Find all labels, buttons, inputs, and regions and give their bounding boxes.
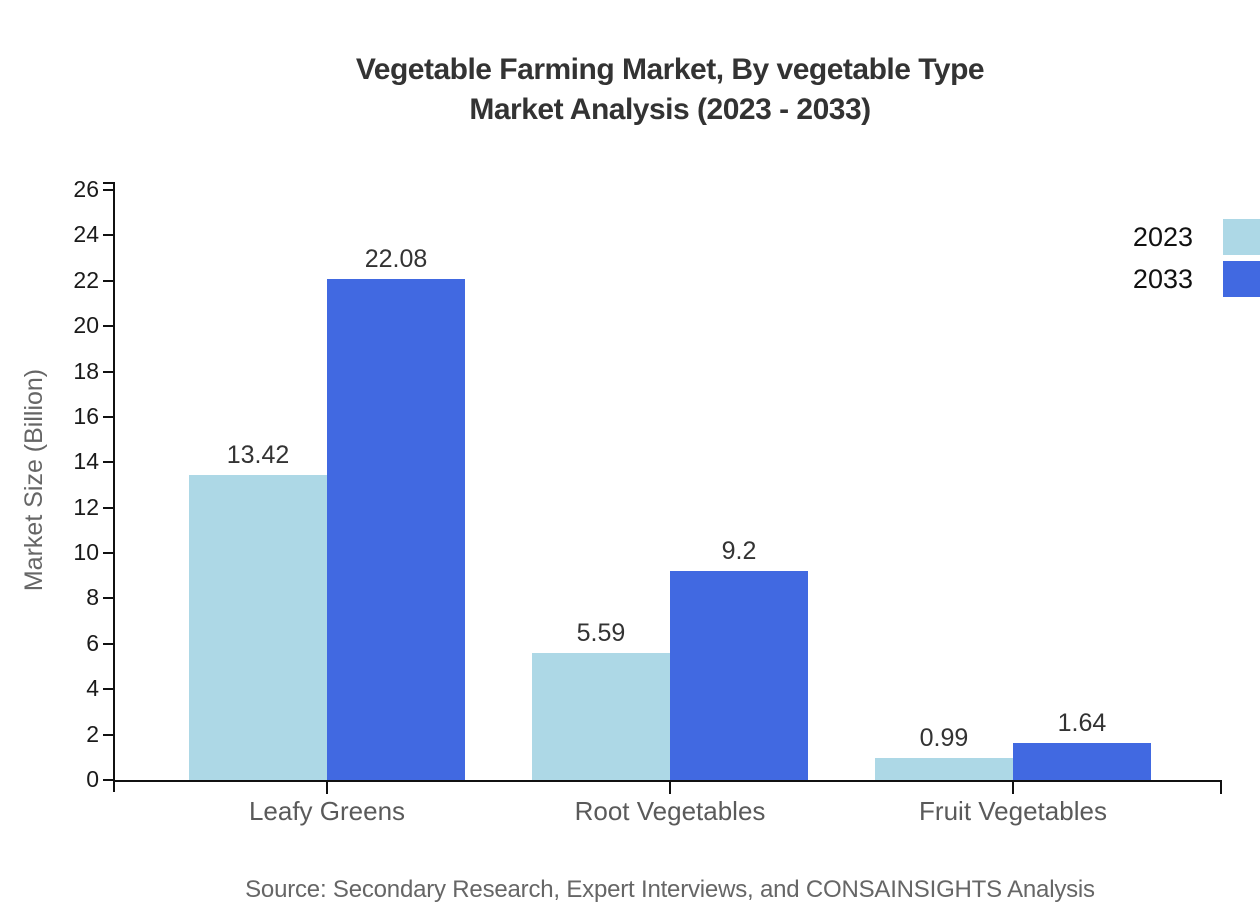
y-tick: [103, 415, 113, 418]
bar-value-label: 1.64: [1057, 709, 1107, 737]
y-tick-label: 6: [86, 629, 99, 656]
y-axis-end-tick: [103, 182, 113, 184]
y-tick: [103, 597, 113, 600]
bar-2023-fruit-vegetables: [875, 758, 1013, 780]
legend-swatch: [1223, 261, 1260, 297]
y-axis-title: Market Size (Billion): [20, 368, 48, 592]
bar-2033-leafy-greens: [327, 279, 465, 780]
y-tick: [103, 552, 113, 555]
chart-title-line-2: Market Analysis (2023 - 2033): [469, 93, 871, 126]
y-tick-label: 20: [73, 312, 99, 339]
y-tick: [103, 370, 113, 373]
y-tick: [103, 279, 113, 282]
legend-label: 2023: [1132, 222, 1193, 252]
y-axis-line: [113, 182, 115, 792]
y-tick-label: 22: [73, 266, 99, 293]
legend-item-2033: 2033: [1100, 261, 1260, 297]
bar-2033-root-vegetables: [670, 571, 808, 780]
y-tick-label: 2: [86, 720, 99, 747]
bar-value-label: 0.99: [919, 724, 969, 752]
bar-value-label: 9.2: [721, 537, 757, 565]
bar-2023-leafy-greens: [189, 475, 327, 780]
y-tick-label: 8: [86, 584, 99, 611]
bar-value-label: 13.42: [226, 441, 290, 469]
y-tick-label: 26: [73, 176, 99, 202]
bar-2033-fruit-vegetables: [1013, 743, 1151, 780]
y-tick: [103, 642, 113, 645]
y-tick: [103, 506, 113, 509]
y-tick-label: 24: [73, 221, 99, 248]
chart-title-line-1: Vegetable Farming Market, By vegetable T…: [355, 53, 985, 86]
y-tick-label: 16: [73, 402, 99, 429]
plot-area: 0 2 4 6 8 10 12 14 16 18 20 22 24 26 Leafy Greens Root …: [73, 176, 1222, 826]
x-tick: [326, 782, 328, 794]
source-note: Source: Secondary Research, Expert Inter…: [245, 876, 1095, 903]
bar-value-label: 22.08: [364, 245, 428, 273]
y-tick: [103, 189, 113, 191]
y-tick: [103, 733, 113, 736]
legend: 2023 2033: [1100, 219, 1260, 303]
bar-2023-root-vegetables: [532, 653, 670, 780]
chart-title: Vegetable Farming Market, By vegetable T…: [78, 50, 1260, 130]
y-tick-label: 4: [86, 675, 99, 702]
x-tick: [669, 782, 671, 794]
y-tick: [103, 234, 113, 237]
y-tick-label: 14: [73, 448, 99, 475]
x-tick: [1012, 782, 1014, 794]
y-tick-label: 10: [73, 539, 99, 566]
legend-label: 2033: [1132, 264, 1193, 294]
y-tick-label: 18: [73, 357, 99, 384]
y-tick-label: 12: [73, 493, 99, 520]
legend-item-2023: 2023: [1100, 219, 1260, 255]
legend-swatch: [1223, 219, 1260, 255]
y-tick: [103, 688, 113, 691]
x-category-label-root-vegetables: Root Vegetables: [574, 796, 766, 826]
x-axis-end-tick: [1220, 782, 1222, 794]
bar-value-label: 5.59: [576, 619, 626, 647]
y-tick: [103, 325, 113, 328]
x-category-label-leafy-greens: Leafy Greens: [248, 796, 406, 826]
y-tick-label: 0: [86, 766, 99, 792]
x-category-label-fruit-vegetables: Fruit Vegetables: [919, 796, 1107, 826]
x-axis-line: [113, 780, 1222, 782]
y-tick: [103, 461, 113, 464]
y-tick: [103, 779, 113, 781]
